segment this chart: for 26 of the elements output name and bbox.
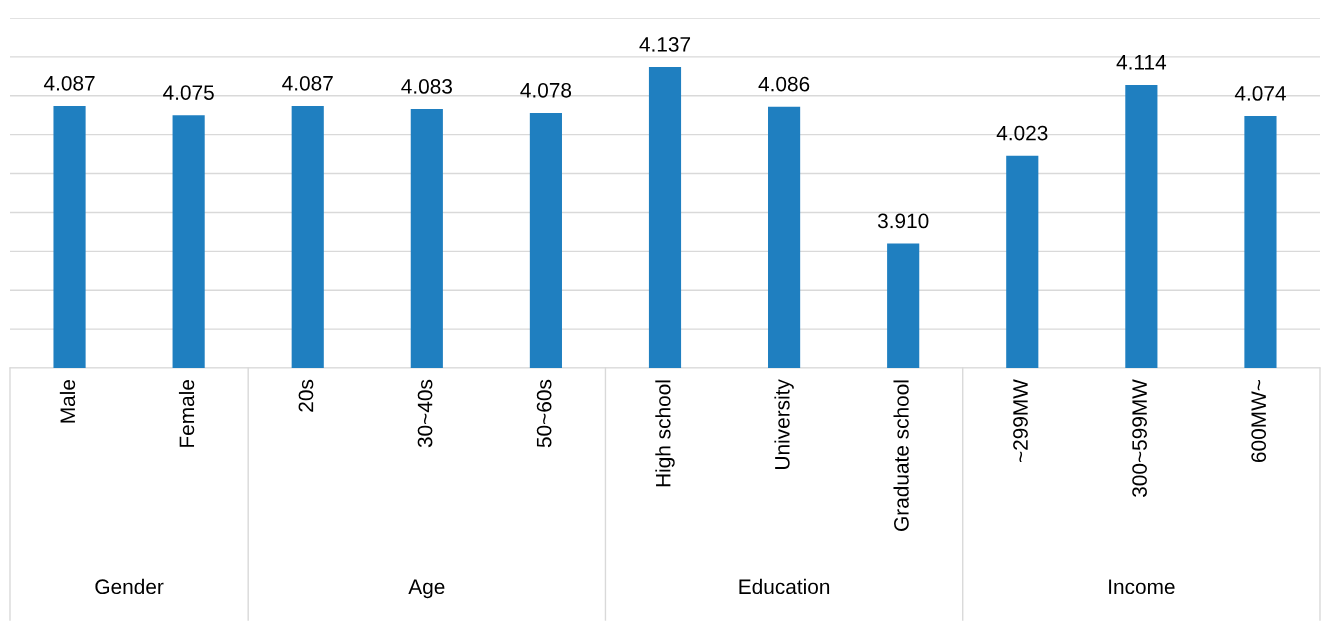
data-label: 4.086 (758, 76, 810, 92)
data-label: 4.083 (401, 79, 452, 94)
data-label: 4.078 (520, 82, 572, 98)
text: Gender (95, 578, 164, 595)
text: Education (739, 578, 830, 595)
text: Income (1109, 579, 1175, 595)
x-tick-label: 50~60s (536, 379, 552, 448)
x-tick-label: Male (59, 380, 76, 423)
text: Age (408, 579, 445, 599)
x-tick-label: 300~599MW (1132, 379, 1147, 498)
data-label: 4.074 (1234, 86, 1286, 101)
x-tick-label: High school (655, 380, 675, 487)
data-label: 4.087 (282, 75, 333, 91)
data-label: 4.023 (996, 125, 1048, 141)
x-tick-label: 600MW~ (1251, 380, 1267, 462)
data-label: 4.087 (43, 75, 95, 91)
x-tick-label: 20s (298, 379, 314, 412)
x-tick-label: 30~40s (417, 379, 433, 448)
data-label: 4.075 (163, 85, 214, 100)
x-tick-label: University (774, 379, 794, 469)
x-tick-label: Graduate school (893, 380, 909, 531)
data-label: 4.114 (1116, 55, 1167, 70)
x-tick-label: Female (178, 380, 195, 447)
data-label: 4.137 (639, 37, 691, 52)
x-tick-label: ~299MW (1013, 379, 1028, 463)
data-label: 3.910 (877, 213, 929, 229)
